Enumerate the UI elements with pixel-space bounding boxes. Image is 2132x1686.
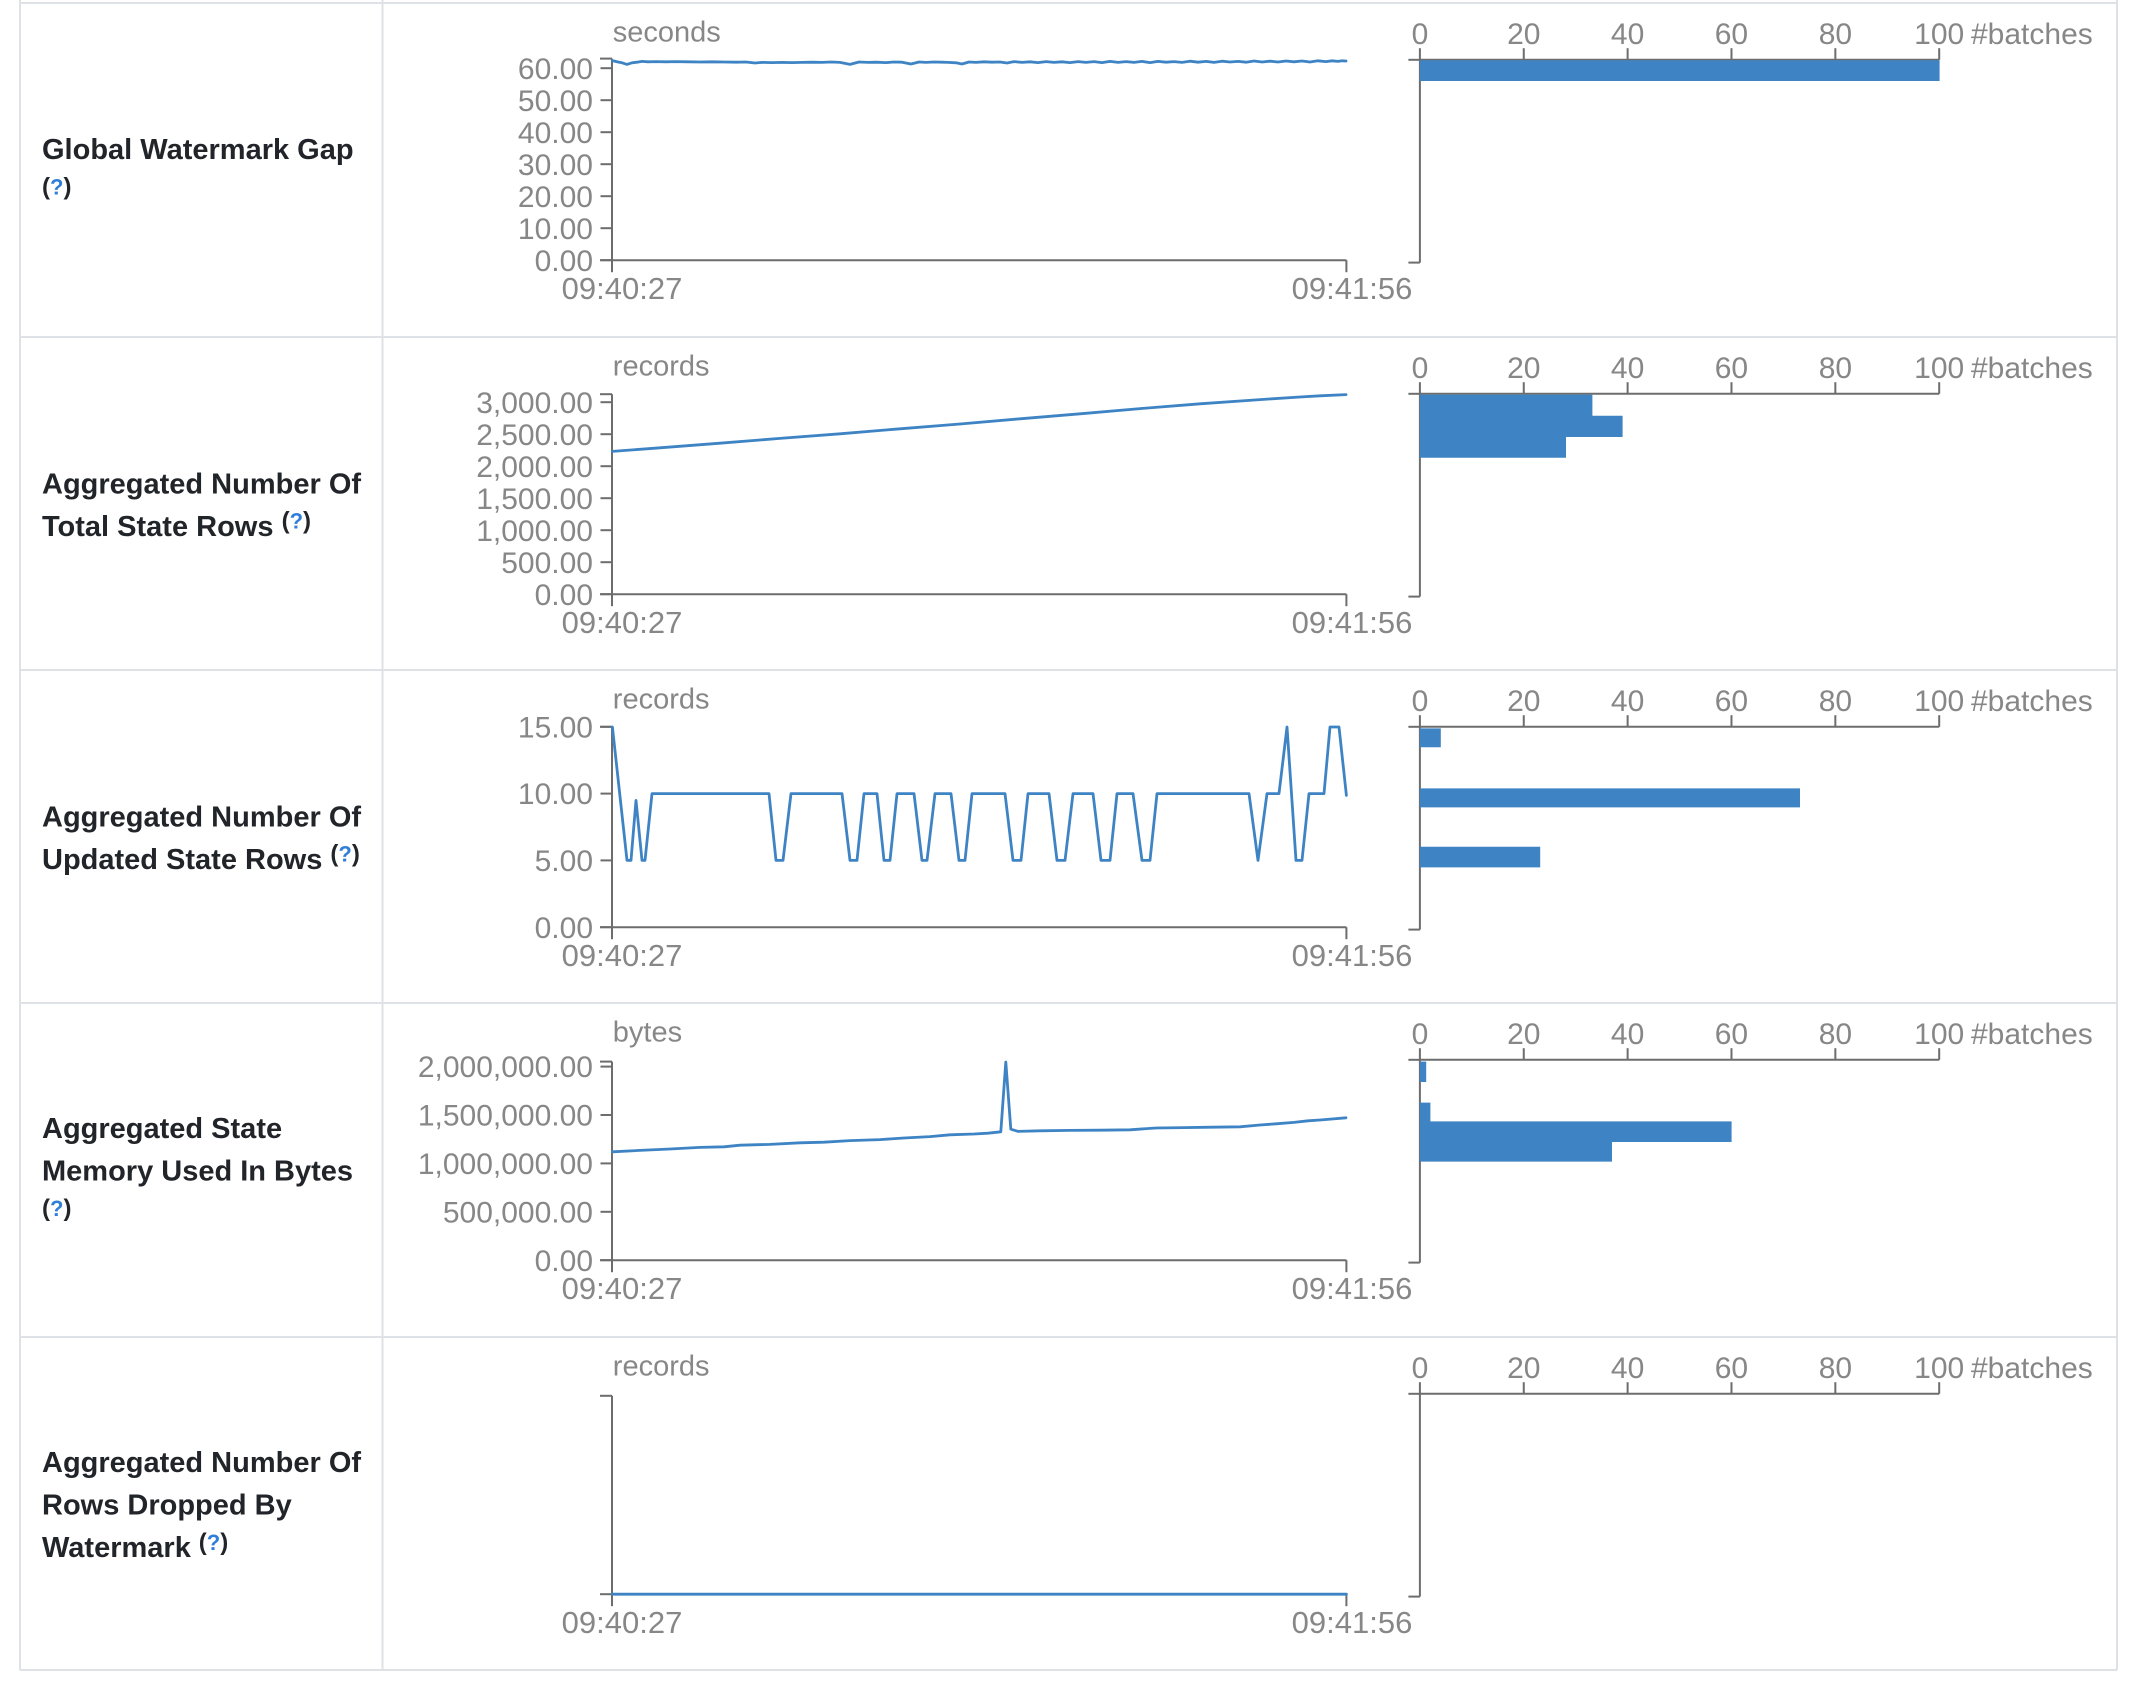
svg-text:09:40:27: 09:40:27 — [562, 1271, 683, 1306]
svg-text:bytes: bytes — [613, 1017, 682, 1049]
svg-text:2,500.00: 2,500.00 — [476, 419, 593, 452]
svg-text:10.00: 10.00 — [518, 778, 593, 811]
svg-text:#batches: #batches — [1971, 18, 2093, 51]
svg-text:09:41:56: 09:41:56 — [1292, 605, 1413, 640]
svg-text:40: 40 — [1611, 352, 1644, 385]
svg-text:60: 60 — [1715, 1018, 1748, 1051]
svg-text:0: 0 — [1412, 685, 1429, 718]
svg-text:60: 60 — [1715, 685, 1748, 718]
svg-text:Rows Dropped By: Rows Dropped By — [42, 1490, 292, 1522]
svg-text:500,000.00: 500,000.00 — [443, 1196, 593, 1229]
svg-text:60: 60 — [1715, 1352, 1748, 1385]
svg-text:seconds: seconds — [613, 17, 721, 49]
svg-text:09:41:56: 09:41:56 — [1292, 271, 1413, 306]
svg-text:100: 100 — [1914, 685, 1964, 718]
svg-text:100: 100 — [1914, 1018, 1964, 1051]
svg-text:09:40:27: 09:40:27 — [562, 938, 683, 973]
svg-text:0.00: 0.00 — [535, 579, 593, 612]
svg-text:15.00: 15.00 — [518, 711, 593, 744]
svg-text:60: 60 — [1715, 18, 1748, 51]
svg-text:Aggregated Number Of: Aggregated Number Of — [42, 468, 361, 500]
svg-text:100: 100 — [1914, 352, 1964, 385]
svg-text:#batches: #batches — [1971, 685, 2093, 718]
svg-text:Updated State Rows: Updated State Rows — [42, 844, 322, 876]
svg-text:0.00: 0.00 — [535, 245, 593, 278]
svg-text:40: 40 — [1611, 18, 1644, 51]
svg-text:Aggregated Number Of: Aggregated Number Of — [42, 801, 361, 833]
svg-text:80: 80 — [1819, 352, 1852, 385]
svg-text:80: 80 — [1819, 1018, 1852, 1051]
svg-text:20: 20 — [1507, 18, 1540, 51]
svg-text:40: 40 — [1611, 685, 1644, 718]
svg-text:records: records — [613, 1351, 710, 1383]
svg-text:2,000,000.00: 2,000,000.00 — [418, 1051, 593, 1084]
svg-text:(?): (?) — [199, 1529, 228, 1556]
svg-text:20.00: 20.00 — [518, 181, 593, 214]
svg-text:09:40:27: 09:40:27 — [562, 1605, 683, 1640]
svg-text:records: records — [613, 351, 710, 383]
svg-text:0.00: 0.00 — [535, 1245, 593, 1278]
svg-text:#batches: #batches — [1971, 352, 2093, 385]
svg-text:09:40:27: 09:40:27 — [562, 605, 683, 640]
svg-text:40: 40 — [1611, 1018, 1644, 1051]
svg-text:3,000.00: 3,000.00 — [476, 387, 593, 420]
svg-text:500.00: 500.00 — [501, 547, 593, 580]
svg-text:0: 0 — [1412, 18, 1429, 51]
svg-text:10.00: 10.00 — [518, 213, 593, 246]
svg-text:100: 100 — [1914, 1352, 1964, 1385]
svg-text:80: 80 — [1819, 1352, 1852, 1385]
svg-text:Total State Rows: Total State Rows — [42, 511, 274, 543]
svg-text:(?): (?) — [42, 173, 71, 200]
svg-text:(?): (?) — [282, 507, 311, 534]
svg-text:0: 0 — [1412, 1352, 1429, 1385]
svg-text:0: 0 — [1412, 352, 1429, 385]
svg-text:50.00: 50.00 — [518, 85, 593, 118]
svg-text:30.00: 30.00 — [518, 149, 593, 182]
svg-text:Memory Used In Bytes: Memory Used In Bytes — [42, 1156, 353, 1188]
svg-text:80: 80 — [1819, 685, 1852, 718]
svg-text:20: 20 — [1507, 1018, 1540, 1051]
svg-text:Aggregated State: Aggregated State — [42, 1113, 282, 1145]
svg-text:09:40:27: 09:40:27 — [562, 271, 683, 306]
svg-text:#batches: #batches — [1971, 1018, 2093, 1051]
svg-text:1,000.00: 1,000.00 — [476, 515, 593, 548]
svg-text:records: records — [613, 684, 710, 716]
svg-text:60.00: 60.00 — [518, 53, 593, 86]
svg-text:1,000,000.00: 1,000,000.00 — [418, 1148, 593, 1181]
svg-text:#batches: #batches — [1971, 1352, 2093, 1385]
svg-text:2,000.00: 2,000.00 — [476, 451, 593, 484]
svg-text:09:41:56: 09:41:56 — [1292, 1271, 1413, 1306]
svg-text:Watermark: Watermark — [42, 1532, 192, 1564]
svg-text:100: 100 — [1914, 18, 1964, 51]
svg-text:60: 60 — [1715, 352, 1748, 385]
svg-text:(?): (?) — [42, 1195, 71, 1222]
svg-text:1,500,000.00: 1,500,000.00 — [418, 1100, 593, 1133]
svg-text:09:41:56: 09:41:56 — [1292, 1605, 1413, 1640]
svg-text:40.00: 40.00 — [518, 117, 593, 150]
svg-text:5.00: 5.00 — [535, 845, 593, 878]
svg-text:Aggregated Number Of: Aggregated Number Of — [42, 1447, 361, 1479]
svg-text:1,500.00: 1,500.00 — [476, 483, 593, 516]
svg-text:40: 40 — [1611, 1352, 1644, 1385]
svg-text:Global Watermark Gap: Global Watermark Gap — [42, 134, 354, 166]
svg-text:20: 20 — [1507, 1352, 1540, 1385]
svg-text:0.00: 0.00 — [535, 912, 593, 945]
svg-text:(?): (?) — [330, 841, 359, 868]
svg-text:0: 0 — [1412, 1018, 1429, 1051]
svg-text:20: 20 — [1507, 685, 1540, 718]
svg-text:80: 80 — [1819, 18, 1852, 51]
svg-text:20: 20 — [1507, 352, 1540, 385]
svg-text:09:41:56: 09:41:56 — [1292, 938, 1413, 973]
